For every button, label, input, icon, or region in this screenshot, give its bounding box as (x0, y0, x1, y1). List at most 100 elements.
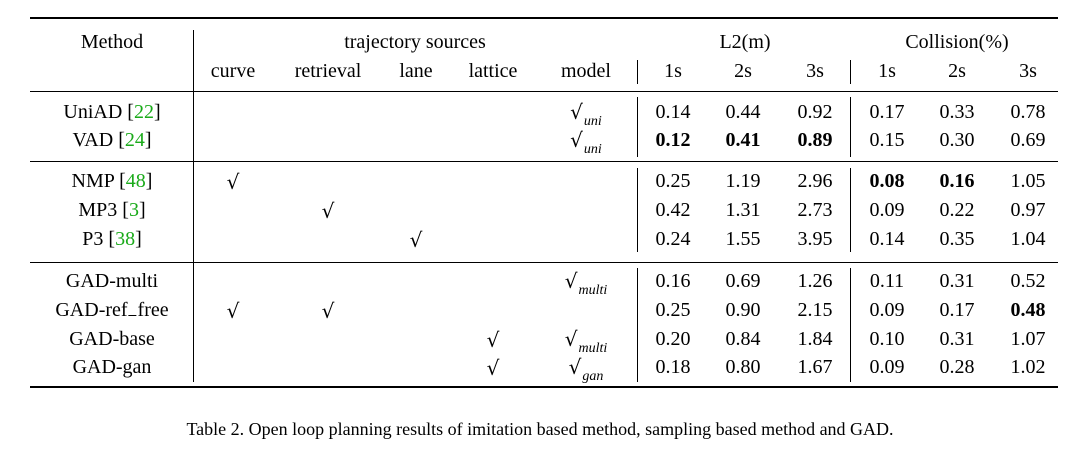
subheader-lane: lane (399, 60, 433, 82)
model-check-mark: √gan (568, 355, 604, 384)
citation-bracket: [ (108, 228, 116, 250)
model-subscript: multi (578, 341, 608, 356)
l2-value: 3.95 (797, 228, 833, 250)
model-subscript: uni (583, 142, 602, 157)
model-check-mark: √uni (570, 100, 602, 129)
model-check-mark: √multi (564, 269, 608, 298)
check-mark-retrieval: √ (321, 199, 335, 223)
l2-value: 0.25 (655, 299, 691, 321)
l2-value: 1.55 (725, 228, 761, 250)
check-mark-lattice: √ (486, 356, 500, 380)
table-rule (30, 262, 1058, 263)
check-mark-lattice: √ (486, 328, 500, 352)
check-mark-model: √ (564, 269, 578, 293)
method-label: GAD-ref (55, 299, 128, 321)
l2-value: 1.67 (797, 356, 833, 378)
method-label: GAD-gan (72, 356, 152, 378)
method-label-suffix: free (137, 299, 169, 321)
l2-value: 0.14 (655, 101, 691, 123)
method-name: GAD-base (69, 327, 155, 351)
citation-bracket: [ (127, 101, 134, 123)
l2-value: 0.80 (725, 356, 761, 378)
collision-value: 1.04 (1010, 228, 1046, 250)
citation-bracket: ] (135, 228, 142, 250)
check-mark-model: √ (564, 327, 578, 351)
collision-value: 0.30 (939, 129, 975, 151)
column-divider (850, 60, 851, 84)
citation-bracket: ] (145, 170, 153, 192)
citation-link[interactable]: 24 (124, 129, 145, 151)
method-label: GAD-multi (65, 270, 159, 292)
column-divider (850, 97, 851, 157)
method-label: NMP (71, 170, 115, 192)
method-header: Method (80, 31, 144, 53)
collision-header: Collision(%) (905, 31, 1009, 53)
collision-value: 0.17 (939, 299, 975, 321)
subheader-l2-1s: 1s (664, 60, 682, 82)
column-divider (850, 168, 851, 252)
underscore-mark (128, 314, 137, 316)
check-mark-model: √ (568, 355, 582, 379)
citation-bracket: [ (119, 170, 126, 192)
subheader-col-2s: 2s (948, 60, 966, 82)
method-name: VAD [24] (72, 128, 151, 152)
citation-bracket: ] (153, 101, 161, 123)
l2-value: 0.20 (655, 328, 691, 350)
table-rule (30, 161, 1058, 162)
subheader-retrieval: retrieval (294, 60, 362, 82)
citation-link[interactable]: 3 (128, 199, 139, 221)
column-divider (637, 97, 638, 157)
l2-value: 1.84 (797, 328, 833, 350)
collision-value: 0.28 (939, 356, 975, 378)
citation-bracket: ] (144, 129, 152, 151)
model-check-mark: √multi (564, 327, 608, 356)
citation-link[interactable]: 22 (133, 101, 154, 123)
collision-value: 0.09 (869, 199, 905, 221)
column-divider (637, 168, 638, 252)
collision-value: 0.69 (1010, 129, 1046, 151)
model-subscript: gan (582, 369, 604, 384)
subheader-l2-3s: 3s (806, 60, 824, 82)
l2-value: 0.18 (655, 356, 691, 378)
subheader-curve: curve (210, 60, 256, 82)
citation-link[interactable]: 38 (115, 228, 136, 250)
collision-value: 1.02 (1010, 356, 1046, 378)
collision-value: 0.09 (869, 356, 905, 378)
method-label: GAD-base (69, 328, 155, 350)
l2-value: 0.12 (655, 129, 691, 151)
check-mark-retrieval: √ (321, 299, 335, 323)
l2-value: 0.84 (725, 328, 761, 350)
citation-bracket: [ (118, 129, 125, 151)
check-mark-curve: √ (226, 299, 240, 323)
l2-value: 0.24 (655, 228, 691, 250)
l2-value: 2.73 (797, 199, 833, 221)
check-mark-model: √ (570, 100, 583, 124)
table-rule (30, 91, 1058, 92)
method-name: GAD-ref free (55, 298, 168, 322)
collision-value: 0.22 (939, 199, 975, 221)
citation-bracket: [ (122, 199, 129, 221)
l2-value: 2.15 (797, 299, 833, 321)
method-label: MP3 (78, 199, 118, 221)
method-name: GAD-multi (66, 269, 158, 293)
collision-value: 0.52 (1010, 270, 1046, 292)
collision-value: 0.09 (869, 299, 905, 321)
collision-value: 0.15 (869, 129, 905, 151)
l2-value: 1.26 (797, 270, 833, 292)
results-table: Method trajectory sources L2(m) Collision(%… (30, 17, 1058, 388)
l2-header: L2(m) (719, 31, 771, 53)
collision-value: 0.33 (939, 101, 975, 123)
trajectory-sources-header: trajectory sources (344, 31, 486, 53)
method-label: P3 (82, 228, 104, 250)
subheader-lattice: lattice (468, 60, 518, 82)
method-name: P3 [38] (82, 227, 141, 251)
model-subscript: uni (583, 114, 602, 129)
collision-value: 0.31 (939, 328, 975, 350)
collision-value: 0.48 (1010, 299, 1046, 321)
l2-value: 0.69 (725, 270, 761, 292)
column-divider (193, 30, 194, 382)
collision-value: 1.05 (1010, 170, 1046, 192)
column-divider (850, 268, 851, 382)
citation-link[interactable]: 48 (125, 170, 146, 192)
l2-value: 0.92 (797, 101, 833, 123)
